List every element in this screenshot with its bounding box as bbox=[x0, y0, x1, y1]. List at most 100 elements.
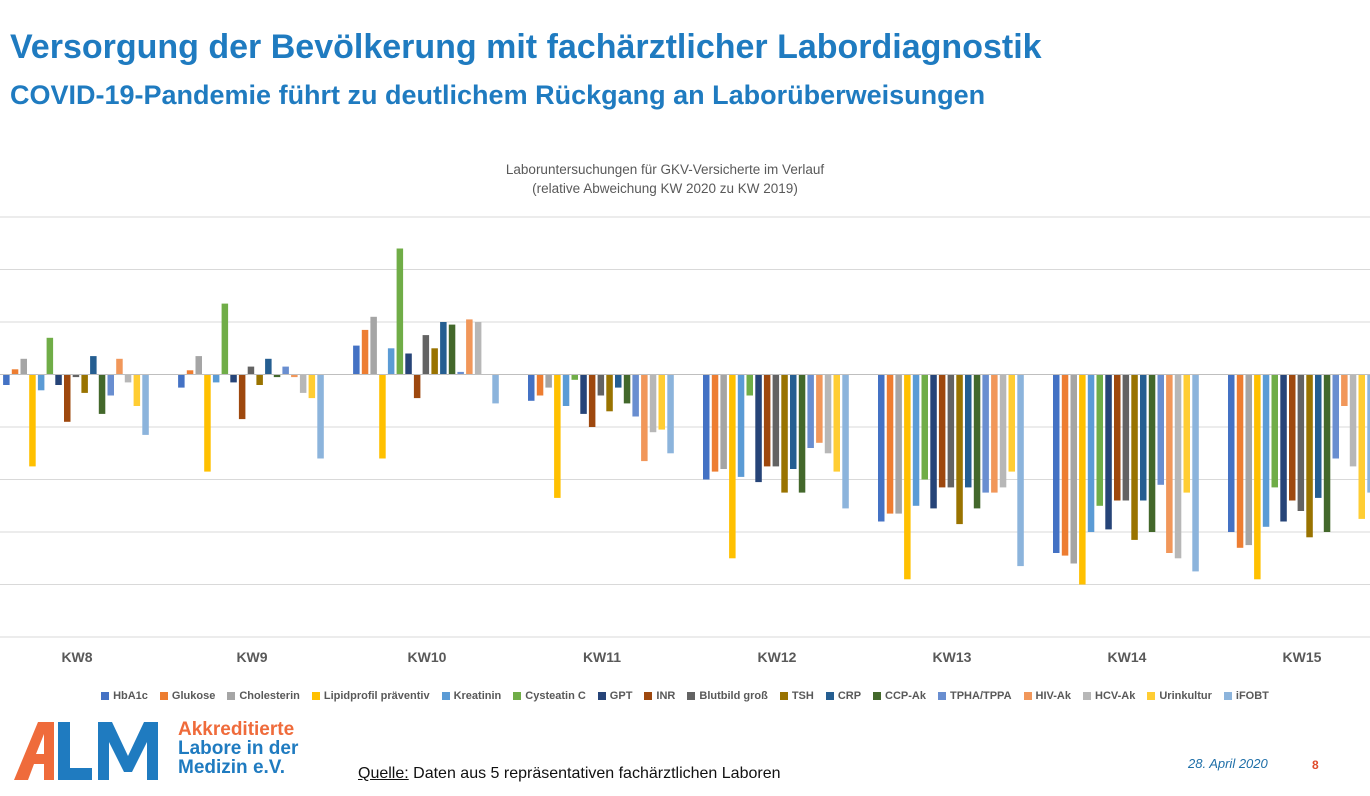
legend-item: HIV-Ak bbox=[1023, 690, 1071, 702]
x-tick-label: KW14 bbox=[1108, 649, 1147, 665]
bar-kw8-crp bbox=[90, 356, 97, 375]
legend-swatch bbox=[597, 692, 606, 700]
bar-kw9-ccp-ak bbox=[273, 374, 281, 378]
bar-kw12-lipidprofil-präventiv bbox=[729, 374, 736, 559]
bar-kw10-ccp-ak bbox=[448, 324, 456, 375]
legend-item: TSH bbox=[779, 690, 814, 702]
bar-kw13-tpha-tppa bbox=[982, 374, 989, 493]
bar-kw8-ifobt bbox=[142, 374, 149, 435]
bar-kw8-tpha-tppa bbox=[107, 374, 114, 396]
bar-kw11-ccp-ak bbox=[623, 374, 631, 404]
bar-kw12-crp bbox=[790, 374, 797, 469]
bar-kw14-cholesterin bbox=[1070, 374, 1077, 564]
bar-kw10-hcv-ak bbox=[474, 322, 482, 375]
bar-kw10-hiv-ak bbox=[466, 319, 473, 375]
bar-kw15-ccp-ak bbox=[1323, 374, 1331, 532]
legend-label: CRP bbox=[837, 690, 862, 702]
legend-label: Cysteatin C bbox=[525, 690, 586, 702]
bar-kw9-tpha-tppa bbox=[282, 366, 289, 375]
legend-swatch bbox=[513, 692, 522, 700]
bar-kw11-hcv-ak bbox=[649, 374, 657, 433]
bar-kw14-ifobt bbox=[1192, 374, 1199, 572]
legend-label: Glukose bbox=[171, 690, 216, 702]
bar-kw10-tpha-tppa bbox=[457, 371, 464, 375]
bar-kw10-tsh bbox=[431, 348, 438, 375]
bar-kw15-tsh bbox=[1306, 374, 1313, 538]
bar-kw13-ifobt bbox=[1017, 374, 1024, 567]
bar-kw8-cholesterin bbox=[20, 358, 27, 375]
legend-swatch bbox=[779, 692, 788, 700]
bar-kw13-urinkultur bbox=[1008, 374, 1015, 472]
bar-kw15-kreatinin bbox=[1262, 374, 1270, 527]
legend-item: HCV-Ak bbox=[1083, 690, 1135, 702]
bar-kw15-hcv-ak bbox=[1349, 374, 1357, 467]
bar-kw11-urinkultur bbox=[658, 374, 665, 430]
bar-kw13-tsh bbox=[956, 374, 963, 525]
bar-kw9-kreatinin bbox=[212, 374, 220, 383]
bar-kw8-urinkultur bbox=[133, 374, 141, 406]
bar-kw9-hiv-ak bbox=[291, 374, 298, 378]
bar-kw12-cholesterin bbox=[720, 374, 727, 469]
bar-kw10-crp bbox=[440, 322, 447, 375]
legend-label: CCP-Ak bbox=[885, 690, 926, 702]
bar-kw14-inr bbox=[1114, 374, 1121, 501]
bar-kw15-hba1c bbox=[1228, 374, 1235, 532]
legend-swatch bbox=[101, 692, 110, 700]
bar-kw12-tpha-tppa bbox=[807, 374, 814, 448]
legend-item: HbA1c bbox=[101, 690, 148, 702]
legend-label: GPT bbox=[609, 690, 633, 702]
legend-swatch bbox=[1223, 692, 1232, 700]
bar-kw13-ccp-ak bbox=[973, 374, 981, 509]
source-text: Daten aus 5 repräsentativen fachärztlich… bbox=[408, 765, 781, 782]
chart-title: Laboruntersuchungen für GKV-Versicherte … bbox=[350, 160, 980, 198]
chart-legend: HbA1c Glukose Cholesterin Lipidprofil präve… bbox=[0, 690, 1370, 702]
organization-name-line-1: Akkreditierte bbox=[178, 719, 295, 740]
bar-kw10-lipidprofil-präventiv bbox=[379, 374, 386, 459]
bar-kw14-glukose bbox=[1061, 374, 1069, 556]
bar-kw11-ifobt bbox=[667, 374, 674, 454]
bar-kw14-urinkultur bbox=[1183, 374, 1190, 493]
bar-kw15-crp bbox=[1315, 374, 1322, 498]
bar-kw9-gpt bbox=[230, 374, 237, 383]
legend-swatch bbox=[1083, 692, 1091, 700]
alm-logo bbox=[14, 722, 158, 780]
legend-item: Cholesterin bbox=[227, 690, 300, 702]
bar-kw9-crp bbox=[265, 358, 272, 375]
bar-kw8-kreatinin bbox=[37, 374, 45, 391]
bar-kw13-crp bbox=[965, 374, 972, 488]
legend-item: Kreatinin bbox=[441, 690, 501, 702]
organization-name: Akkreditierte Labore in der Medizin e.V. bbox=[178, 720, 298, 777]
bar-kw8-ccp-ak bbox=[98, 374, 106, 414]
bar-kw14-blutbild-groß bbox=[1122, 374, 1130, 501]
legend-label: iFOBT bbox=[1235, 690, 1269, 702]
bar-kw11-cysteatin-c bbox=[571, 374, 578, 380]
legend-swatch bbox=[311, 692, 320, 700]
bar-kw14-hiv-ak bbox=[1166, 374, 1173, 553]
legend-swatch bbox=[1147, 692, 1156, 700]
bar-kw15-blutbild-groß bbox=[1297, 374, 1305, 511]
legend-item: INR bbox=[644, 690, 675, 702]
bar-kw11-cholesterin bbox=[545, 374, 552, 388]
bar-kw12-cysteatin-c bbox=[746, 374, 753, 396]
bar-kw9-ifobt bbox=[317, 374, 324, 459]
bar-kw8-tsh bbox=[81, 374, 88, 393]
bar-kw14-tsh bbox=[1131, 374, 1138, 540]
slide-subtitle: COVID-19-Pandemie führt zu deutlichem Rü… bbox=[10, 80, 986, 110]
bar-kw15-cysteatin-c bbox=[1271, 374, 1278, 488]
bar-kw15-gpt bbox=[1280, 374, 1287, 522]
slide-title: Versorgung der Bevölkerung mit fachärztl… bbox=[10, 28, 1042, 66]
legend-label: Cholesterin bbox=[239, 690, 300, 702]
bar-kw9-cholesterin bbox=[195, 356, 202, 375]
bar-kw14-hba1c bbox=[1053, 374, 1060, 553]
bar-kw12-hcv-ak bbox=[824, 374, 832, 454]
bar-kw10-ifobt bbox=[492, 374, 499, 404]
legend-item: Urinkultur bbox=[1147, 690, 1212, 702]
bar-kw14-hcv-ak bbox=[1174, 374, 1182, 559]
bar-kw8-glukose bbox=[11, 369, 19, 375]
bar-kw11-kreatinin bbox=[562, 374, 570, 406]
bar-kw13-cysteatin-c bbox=[921, 374, 928, 480]
bar-kw11-blutbild-groß bbox=[597, 374, 605, 396]
bar-kw11-tsh bbox=[606, 374, 613, 412]
bar-kw11-crp bbox=[615, 374, 622, 388]
bar-kw13-kreatinin bbox=[912, 374, 920, 506]
